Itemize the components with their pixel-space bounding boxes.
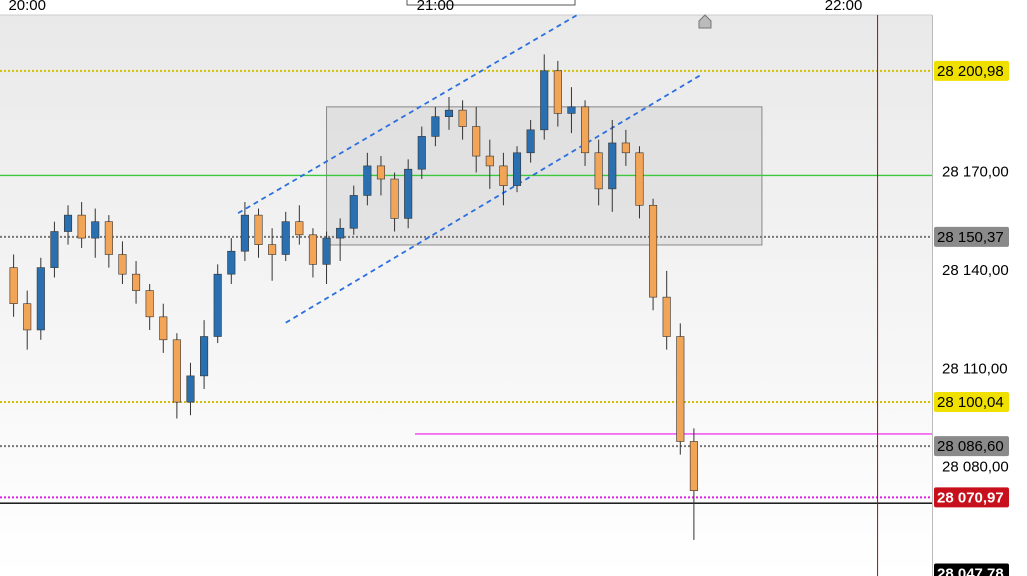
- candle-body: [635, 152, 644, 206]
- candle-body: [581, 106, 590, 154]
- candle-body: [553, 70, 562, 114]
- candle-body: [485, 155, 494, 167]
- candle-body: [526, 129, 535, 154]
- price-label-bg: [934, 391, 1009, 412]
- candle-body: [417, 136, 426, 170]
- candle-body: [322, 237, 331, 265]
- marker: [698, 14, 712, 29]
- candle-body: [540, 70, 549, 131]
- candle-body: [621, 142, 630, 154]
- candle-body: [281, 221, 290, 255]
- candle-body: [91, 221, 100, 239]
- candle-body: [390, 178, 399, 219]
- price-label-bg: [934, 563, 1009, 576]
- y-tick-label: 28 170,00: [942, 163, 1009, 180]
- price-label: 28 150,37: [937, 229, 1004, 246]
- candle-body: [662, 296, 671, 337]
- candle-body: [200, 336, 209, 377]
- candle-body: [254, 214, 263, 245]
- candle-body: [349, 195, 358, 229]
- candle-body: [472, 126, 481, 157]
- candle-body: [404, 168, 413, 219]
- price-label: 28 100,04: [937, 394, 1004, 411]
- price-label: 28 200,98: [937, 63, 1004, 80]
- x-tick-label: 20:00: [8, 0, 46, 14]
- candle-body: [444, 109, 454, 118]
- candle-body: [132, 273, 141, 291]
- candle-body: [649, 204, 658, 298]
- candle-body: [9, 267, 18, 305]
- candle-body: [458, 109, 467, 127]
- candle-body: [676, 336, 685, 442]
- price-label: 28 086,60: [937, 438, 1004, 455]
- candle-body: [608, 142, 617, 190]
- candle-body: [77, 214, 86, 239]
- candle-body: [240, 214, 249, 252]
- candle-body: [594, 152, 603, 190]
- candle-body: [227, 250, 236, 275]
- candle-body: [104, 221, 113, 255]
- price-label-bg: [934, 487, 1009, 508]
- candle-body: [567, 106, 576, 114]
- y-tick-label: 28 110,00: [942, 360, 1008, 377]
- price-label-bg: [934, 226, 1009, 247]
- plot-background: [0, 15, 932, 576]
- price-label-bg: [934, 436, 1009, 457]
- info-box: [406, 0, 576, 6]
- price-label: 28 070,97: [937, 489, 1004, 506]
- candle-body: [268, 244, 277, 255]
- candle-body: [363, 165, 372, 196]
- candle-body: [213, 273, 222, 337]
- candle-body: [63, 214, 73, 232]
- candle-body: [159, 316, 168, 341]
- candle-body: [118, 254, 127, 275]
- candle-body: [512, 152, 522, 186]
- candle-body: [431, 116, 440, 137]
- candle-body: [689, 441, 698, 492]
- candle-body: [186, 375, 195, 403]
- x-tick-label: 21:00: [417, 0, 455, 14]
- candle-body: [23, 303, 32, 331]
- price-label-bg: [934, 60, 1009, 81]
- y-tick-label: 28 140,00: [942, 262, 1009, 279]
- x-tick-label: 22:00: [825, 0, 863, 14]
- candle-body: [308, 234, 317, 265]
- y-tick-label: 28 080,00: [942, 459, 1009, 476]
- price-label: 28 047,78: [937, 565, 1004, 576]
- candle-body: [172, 339, 181, 403]
- candle-body: [36, 267, 45, 331]
- channel-line: [237, 13, 579, 214]
- candle-body: [295, 221, 304, 236]
- candle-body: [50, 231, 59, 268]
- candle-body: [376, 165, 386, 180]
- candle-body: [499, 165, 508, 186]
- candle-body: [145, 290, 154, 318]
- candle-body: [336, 227, 345, 239]
